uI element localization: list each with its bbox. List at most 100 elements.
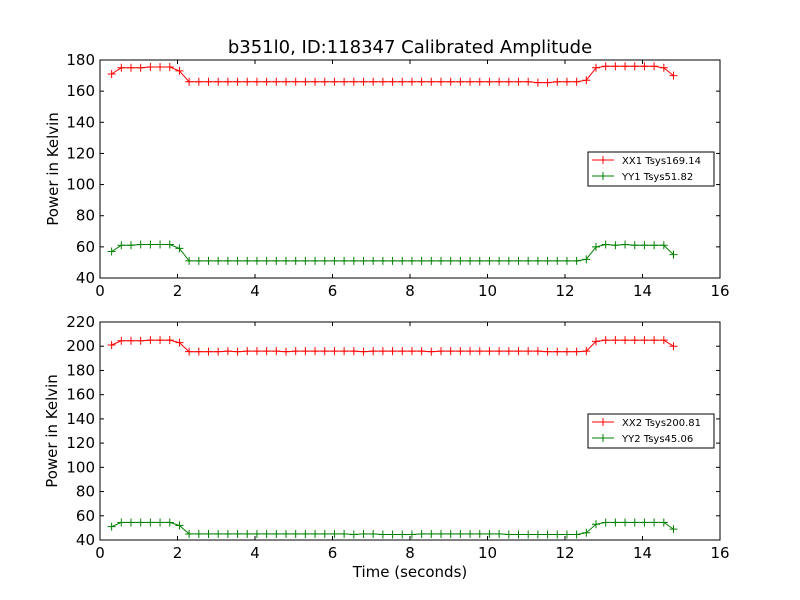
data-point xyxy=(611,241,620,250)
data-point xyxy=(272,347,281,356)
data-point xyxy=(650,241,659,250)
data-point xyxy=(417,347,426,356)
data-point xyxy=(533,347,542,356)
data-point xyxy=(291,529,300,538)
data-point xyxy=(282,347,290,356)
data-point xyxy=(659,518,668,527)
data-point xyxy=(194,256,203,265)
y-tick-label: 40 xyxy=(76,269,95,287)
y-tick-label: 100 xyxy=(66,176,95,194)
data-point xyxy=(456,529,465,538)
bottom-chart: 0 2 4 6 8 10 12 14 16 40 60 80 100 120 140 160 180 200 220… xyxy=(43,313,730,581)
data-point xyxy=(475,256,484,265)
data-point xyxy=(252,256,261,265)
data-point xyxy=(214,529,223,538)
data-point xyxy=(127,518,135,527)
data-point xyxy=(650,336,659,345)
data-point xyxy=(543,78,552,87)
legend: XX2 Tsys200.81 YY2 Tsys45.06 xyxy=(587,413,715,449)
data-point xyxy=(514,77,523,86)
data-point xyxy=(272,77,281,86)
data-point xyxy=(456,256,465,265)
data-point xyxy=(524,530,533,539)
data-point xyxy=(621,62,630,71)
data-point xyxy=(262,77,271,86)
legend-label-xx2: XX2 Tsys200.81 xyxy=(622,418,701,429)
data-point xyxy=(107,341,116,350)
data-point xyxy=(630,241,639,250)
data-point xyxy=(156,336,165,345)
data-point xyxy=(165,63,174,72)
data-point xyxy=(272,529,281,538)
data-point xyxy=(156,63,165,72)
data-point xyxy=(320,529,329,538)
legend-box xyxy=(587,151,715,187)
data-point xyxy=(495,529,504,538)
data-point xyxy=(369,77,378,86)
data-point xyxy=(156,240,165,249)
data-point xyxy=(388,347,397,356)
data-point xyxy=(146,63,155,72)
data-point xyxy=(127,336,135,345)
data-point xyxy=(359,77,368,86)
legend-label-xx1: XX1 Tsys169.14 xyxy=(622,156,701,167)
plot-marks xyxy=(107,336,678,539)
data-point xyxy=(340,347,349,356)
data-point xyxy=(456,77,465,86)
data-point xyxy=(543,530,552,539)
data-point xyxy=(359,347,368,356)
data-point xyxy=(204,256,213,265)
data-point xyxy=(533,530,542,539)
data-point xyxy=(340,529,349,538)
data-point xyxy=(601,336,610,345)
data-point xyxy=(378,530,387,539)
data-point xyxy=(485,347,494,356)
data-point xyxy=(621,518,630,527)
data-point xyxy=(417,77,426,86)
data-point xyxy=(466,529,475,538)
y-tick-label: 180 xyxy=(66,51,95,69)
y-tick-label: 180 xyxy=(66,361,95,379)
y-axis-label: Power in Kelvin xyxy=(43,374,61,488)
data-point xyxy=(175,66,184,75)
data-point xyxy=(262,347,271,356)
data-point xyxy=(330,347,339,356)
data-point xyxy=(359,529,368,538)
data-point xyxy=(514,530,523,539)
legend-box xyxy=(587,413,715,449)
data-point xyxy=(272,256,281,265)
data-point xyxy=(388,256,397,265)
data-point xyxy=(446,256,455,265)
data-point xyxy=(495,77,504,86)
legend-label-yy1: YY1 Tsys51.82 xyxy=(621,172,693,183)
data-point xyxy=(194,529,203,538)
data-point xyxy=(611,62,620,71)
data-point xyxy=(369,529,378,538)
data-point xyxy=(291,256,300,265)
y-tick-label: 140 xyxy=(66,113,95,131)
data-point xyxy=(330,256,339,265)
data-point xyxy=(417,529,426,538)
data-point xyxy=(301,77,310,86)
data-point xyxy=(669,71,678,80)
data-point xyxy=(136,63,145,72)
data-point xyxy=(630,518,639,527)
data-point xyxy=(601,62,610,71)
data-point xyxy=(582,528,591,537)
data-point xyxy=(543,347,552,356)
data-point xyxy=(165,336,174,345)
x-tick-label: 10 xyxy=(478,282,497,300)
data-point xyxy=(223,77,232,86)
data-point xyxy=(407,256,416,265)
data-point xyxy=(572,256,581,265)
data-point xyxy=(407,530,416,539)
data-point xyxy=(592,242,600,251)
y-tick-label: 120 xyxy=(66,434,95,452)
x-tick-label: 2 xyxy=(173,544,183,562)
plot-frame xyxy=(99,321,721,541)
data-point xyxy=(369,347,378,356)
data-point xyxy=(456,347,465,356)
data-point xyxy=(427,77,436,86)
data-point xyxy=(311,529,320,538)
data-point xyxy=(524,347,533,356)
